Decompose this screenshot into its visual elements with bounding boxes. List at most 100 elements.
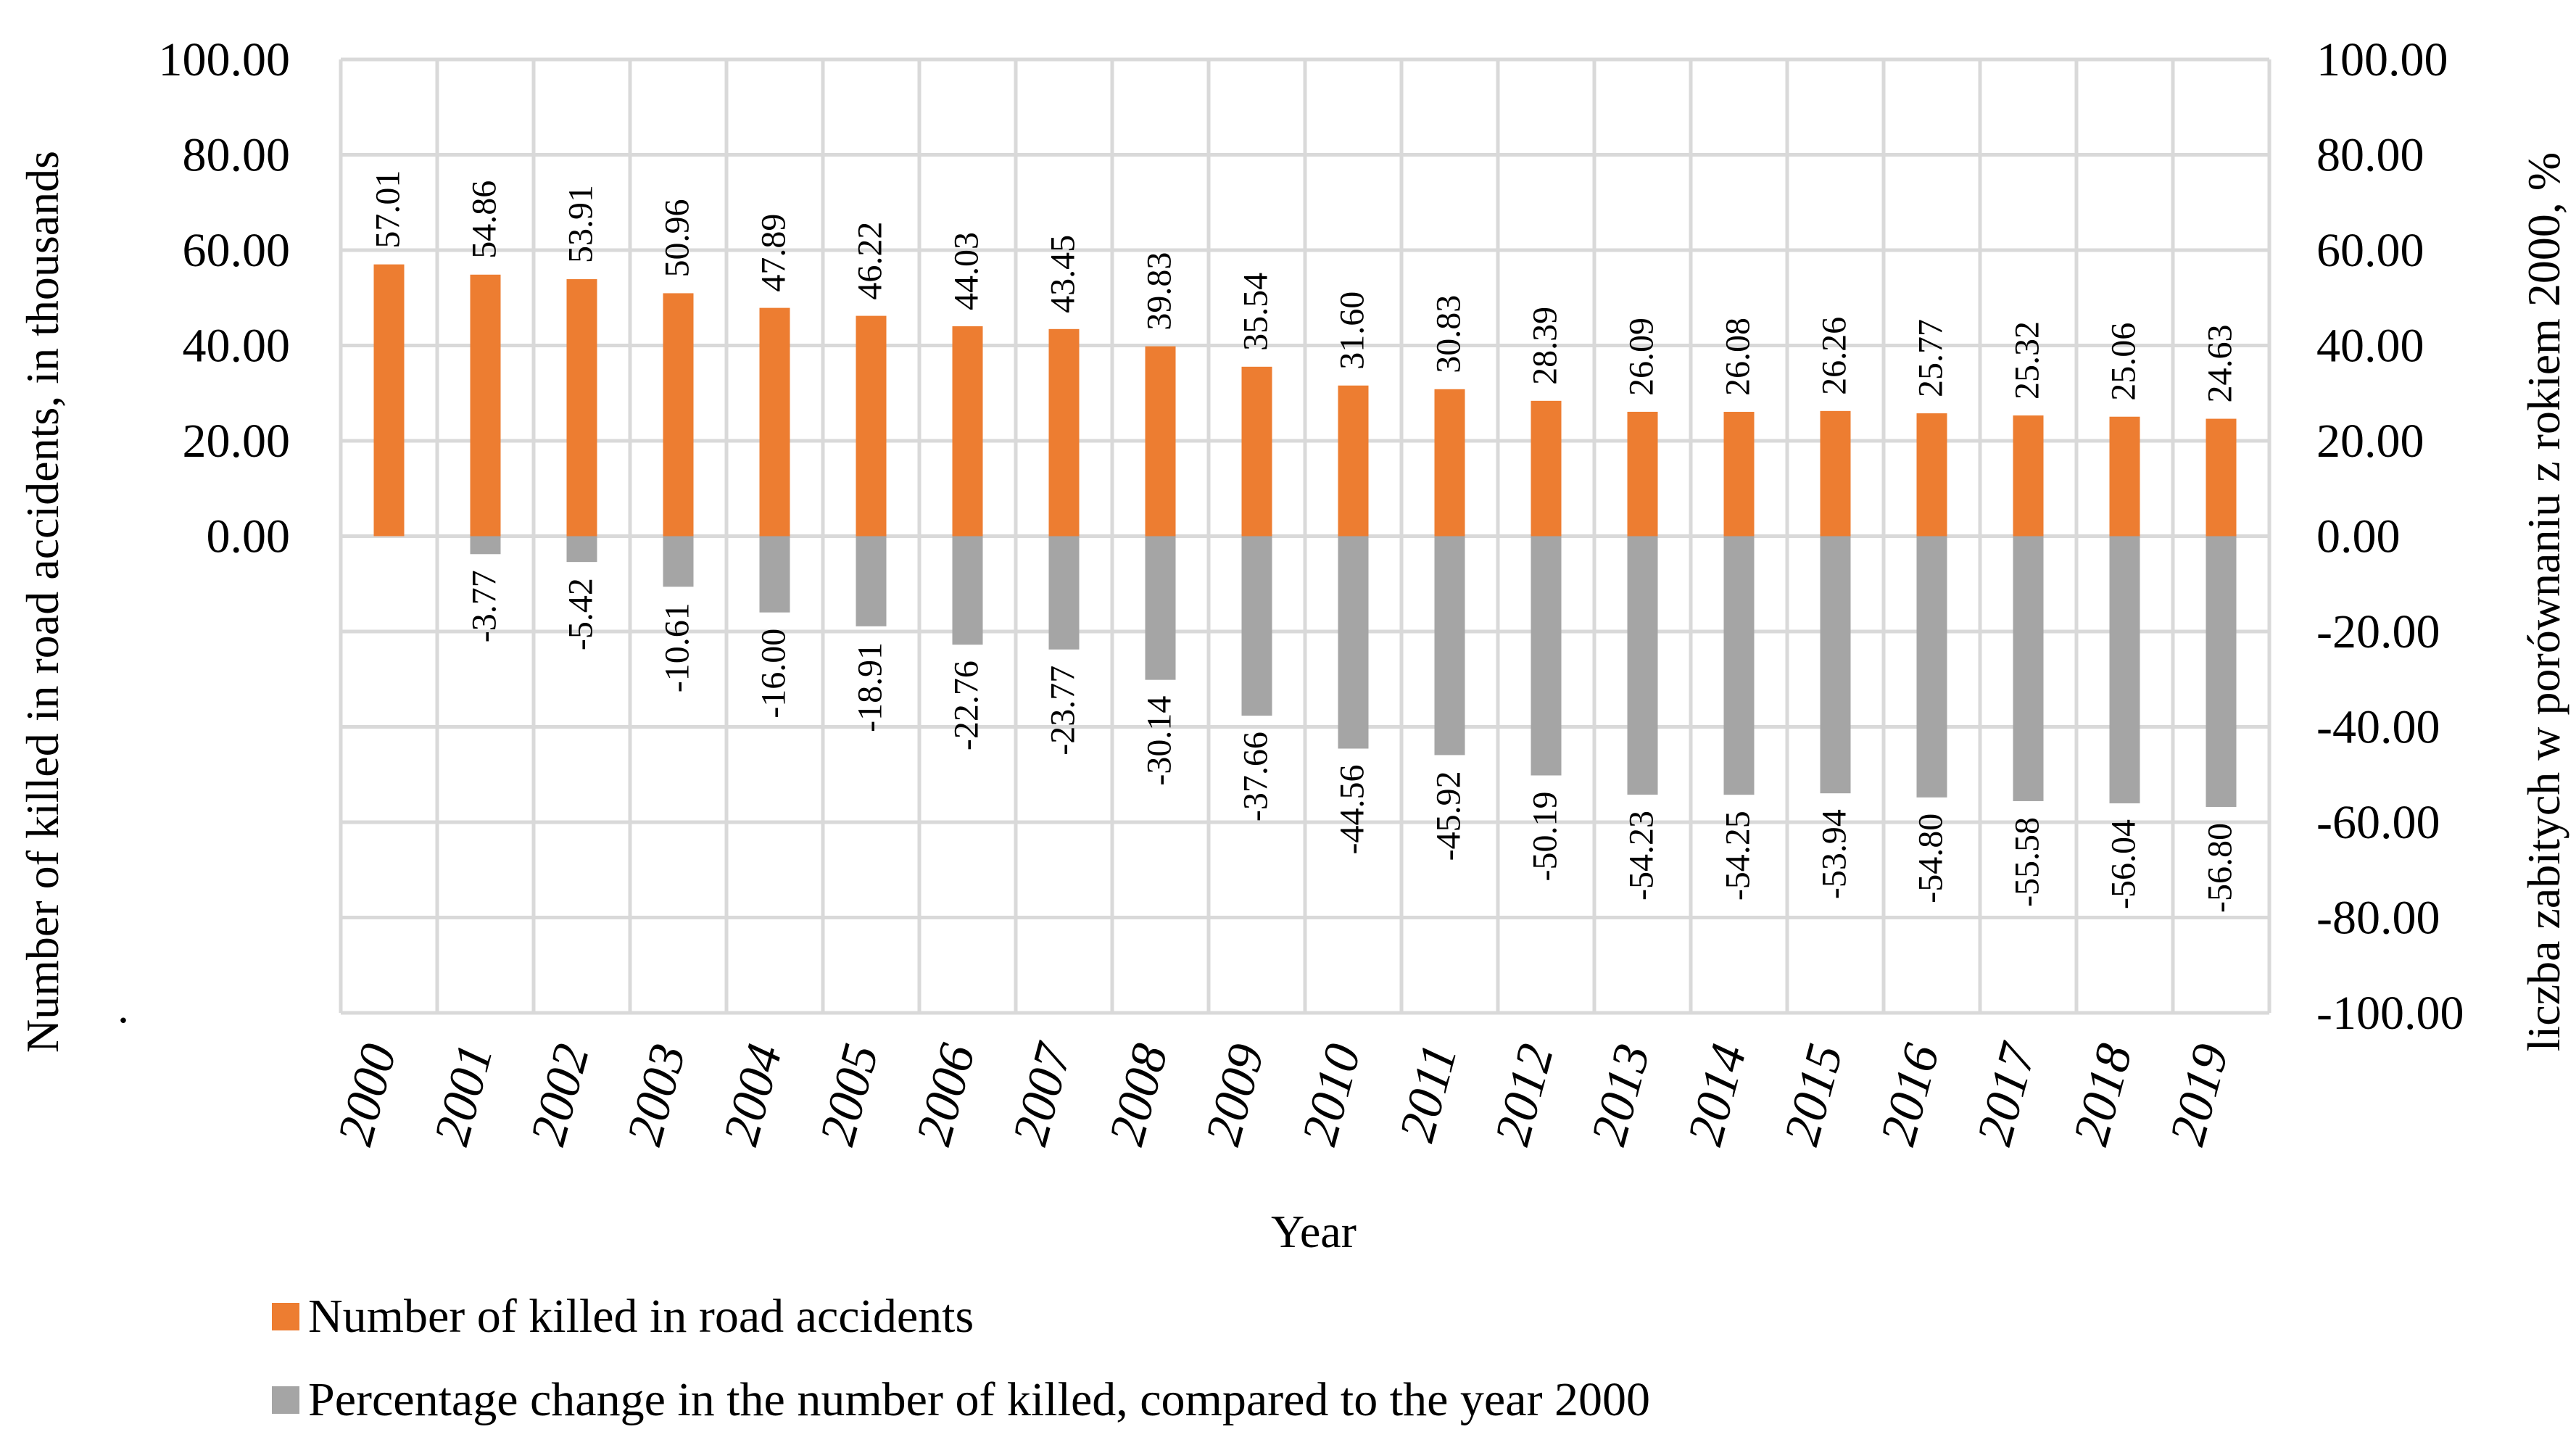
- gridlines: [339, 57, 2271, 1015]
- y2-axis-title: liczba zabitych w porównaniu z rokiem 20…: [2518, 152, 2569, 1052]
- data-label-change: -30.14: [1140, 696, 1179, 786]
- bar-killed: [1434, 389, 1465, 537]
- bar-killed: [663, 293, 694, 537]
- data-label-killed: 24.63: [2201, 325, 2240, 403]
- data-label-change: -3.77: [465, 570, 504, 642]
- data-labels: 57.01 54.86 -3.77 53.91 -5.42 50.96 -10.61 47.8…: [369, 170, 2240, 913]
- legend-swatch-killed: [272, 1303, 299, 1330]
- data-label-change: -23.77: [1044, 666, 1082, 755]
- bar-killed: [1048, 328, 1080, 537]
- x-tick-label: 2019: [2159, 1038, 2240, 1151]
- data-label-killed: 30.83: [1430, 295, 1468, 373]
- x-tick-label: 2001: [423, 1038, 504, 1151]
- x-axis: 2000 2001 2002 2003 2004 2005 2006 2007 2008 2009…: [327, 1036, 2240, 1151]
- data-label-killed: 39.83: [1140, 252, 1179, 331]
- bar-killed: [1338, 385, 1369, 537]
- y-axis-left: 100.00 80.00 60.00 40.00 20.00 0.00: [159, 33, 291, 563]
- data-label-change: -50.19: [1526, 791, 1565, 881]
- bar-killed: [2013, 415, 2044, 537]
- legend-swatch-change: [272, 1386, 299, 1414]
- x-tick-label: 2016: [1870, 1038, 1950, 1151]
- data-label-change: -54.25: [1719, 811, 1757, 900]
- x-tick-label: 2005: [809, 1038, 890, 1151]
- x-tick-label: 2004: [713, 1038, 793, 1151]
- bar-killed: [856, 315, 887, 537]
- x-tick-label: 2008: [1098, 1038, 1179, 1151]
- x-tick-label: 2002: [520, 1038, 600, 1151]
- y-tick-label: 40.00: [183, 320, 291, 373]
- data-label-killed: 31.60: [1333, 291, 1372, 370]
- bar-change: [1241, 536, 1272, 716]
- data-label-change: -54.23: [1623, 811, 1661, 900]
- bar-killed: [952, 326, 983, 537]
- legend-label-killed: Number of killed in road accidents: [308, 1290, 974, 1343]
- bar-change: [663, 536, 694, 587]
- y2-tick-label: -100.00: [2316, 987, 2464, 1040]
- bar-change: [2013, 536, 2044, 801]
- y2-tick-label: 20.00: [2316, 415, 2424, 468]
- bar-change: [856, 536, 887, 626]
- y2-tick-label: 40.00: [2316, 320, 2424, 373]
- bar-killed: [1723, 412, 1755, 537]
- data-label-killed: 26.26: [1815, 317, 1854, 395]
- stray-mark: .: [117, 981, 129, 1032]
- y2-tick-label: 60.00: [2316, 224, 2424, 277]
- bar-killed: [759, 307, 790, 537]
- bar-change: [759, 536, 790, 613]
- data-label-change: -16.00: [755, 629, 793, 719]
- data-label-change: -53.94: [1815, 809, 1854, 899]
- bar-killed: [1627, 411, 1658, 537]
- x-tick-label: 2011: [1389, 1038, 1468, 1147]
- bar-change: [1145, 536, 1176, 680]
- y2-tick-label: -40.00: [2316, 701, 2440, 754]
- data-label-killed: 43.45: [1044, 235, 1082, 313]
- x-tick-label: 2013: [1581, 1038, 1661, 1151]
- data-label-change: -10.61: [658, 603, 697, 692]
- data-label-killed: 25.06: [2105, 323, 2143, 401]
- y2-tick-label: -20.00: [2316, 605, 2440, 658]
- data-label-killed: 54.86: [465, 181, 504, 259]
- data-label-killed: 28.39: [1526, 307, 1565, 385]
- x-axis-title: Year: [1271, 1206, 1357, 1257]
- y-tick-label: 20.00: [183, 415, 291, 468]
- data-label-killed: 26.09: [1623, 318, 1661, 396]
- data-label-killed: 57.01: [369, 170, 407, 249]
- data-label-change: -44.56: [1333, 764, 1372, 854]
- data-label-change: -56.80: [2201, 823, 2240, 913]
- data-label-killed: 46.22: [851, 222, 890, 300]
- y-axis-title: Number of killed in road accidents, in t…: [17, 151, 68, 1053]
- y2-tick-label: -80.00: [2316, 892, 2440, 945]
- x-tick-label: 2003: [616, 1038, 697, 1151]
- bar-change: [1434, 536, 1465, 755]
- bar-killed: [1820, 410, 1851, 537]
- bar-killed: [1916, 413, 1947, 537]
- data-label-killed: 26.08: [1719, 318, 1757, 396]
- bar-change: [1048, 536, 1080, 650]
- data-label-killed: 53.91: [562, 185, 600, 263]
- x-tick-label: 2012: [1484, 1038, 1565, 1151]
- data-label-killed: 35.54: [1237, 273, 1275, 351]
- data-label-killed: 44.03: [948, 232, 986, 310]
- data-label-killed: 47.89: [755, 214, 793, 292]
- bar-change: [1627, 536, 1658, 795]
- bar-change: [2109, 536, 2140, 803]
- bar-killed: [2206, 418, 2237, 537]
- data-label-change: -22.76: [948, 661, 986, 750]
- data-label-change: -5.42: [562, 578, 600, 650]
- data-label-change: -18.91: [851, 642, 890, 732]
- y2-tick-label: 100.00: [2316, 33, 2448, 86]
- data-label-change: -55.58: [2008, 817, 2047, 907]
- bar-change: [470, 536, 501, 555]
- data-label-killed: 50.96: [658, 199, 697, 277]
- data-label-change: -37.66: [1237, 732, 1275, 821]
- y2-tick-label: 80.00: [2316, 129, 2424, 182]
- data-label-killed: 25.77: [1912, 319, 1950, 397]
- bar-change: [2206, 536, 2237, 807]
- x-tick-label: 2000: [327, 1038, 407, 1151]
- bar-killed: [470, 274, 501, 537]
- bar-killed: [2109, 416, 2140, 537]
- data-label-change: -45.92: [1430, 771, 1468, 861]
- x-tick-label: 2017: [1966, 1036, 2047, 1151]
- legend: Number of killed in road accidents Perce…: [272, 1290, 1650, 1426]
